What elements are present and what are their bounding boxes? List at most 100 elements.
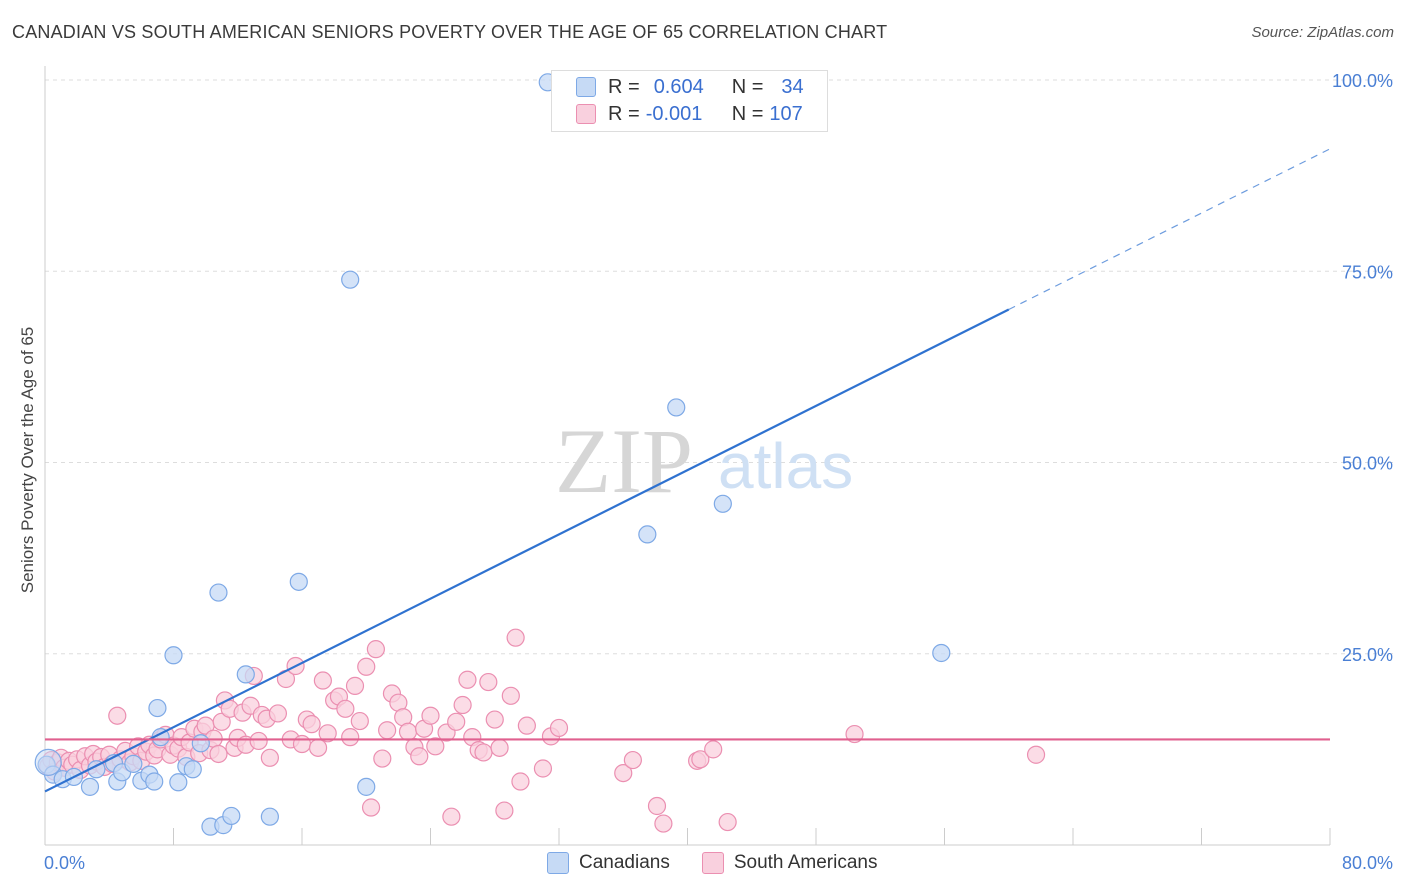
south-american-point — [421, 706, 440, 725]
south-american-point — [614, 763, 633, 783]
south-american-point — [378, 721, 397, 740]
y-axis-label: Seniors Poverty Over the Age of 65 — [18, 326, 37, 594]
legend-row-canadians: R = 0.604 N = 34 — [576, 74, 804, 100]
south-american-point — [654, 814, 673, 833]
correlation-legend: R = 0.604 N = 34 R = -0.001 N = 107 — [551, 70, 828, 132]
south-american-point — [704, 740, 723, 759]
south-american-point — [506, 628, 525, 647]
south-american-point — [533, 759, 553, 778]
canadian-point — [145, 772, 164, 791]
legend-swatch-canadians — [547, 852, 569, 874]
south-american-point — [410, 747, 429, 766]
south-american-point — [318, 724, 337, 743]
source-label: Source: ZipAtlas.com — [1251, 24, 1394, 41]
grid-lines — [45, 79, 1395, 655]
south-american-point — [453, 695, 472, 715]
south-american-point — [479, 672, 498, 692]
legend-r-value: 0.604 — [653, 75, 704, 98]
canadian-point — [341, 270, 360, 289]
y-tick-label: 50.0% — [1342, 454, 1393, 474]
south-american-point — [336, 699, 355, 718]
tick-labels: 25.0% 50.0% 75.0% 100.0% 0.0% 80.0% — [44, 71, 1393, 873]
canadian-point — [357, 777, 376, 796]
south-american-point — [249, 731, 268, 751]
south-american-point — [1026, 745, 1046, 764]
y-tick-label: 75.0% — [1342, 262, 1393, 282]
watermark-atlas: atlas — [718, 430, 853, 502]
south-american-point — [357, 657, 376, 676]
canadian-point — [209, 583, 228, 602]
legend-r-label: R = — [608, 75, 640, 98]
canadian-point — [191, 734, 210, 753]
legend-label-canadians: Canadians — [579, 852, 670, 873]
canadian-point — [222, 806, 241, 826]
axes — [44, 66, 1331, 846]
south-american-point — [366, 640, 385, 659]
south-americans-points — [39, 628, 1046, 833]
south-american-point — [361, 798, 381, 817]
legend-swatch-canadians — [576, 77, 596, 97]
y-tick-label: 100.0% — [1332, 71, 1393, 91]
canadian-point — [183, 760, 202, 779]
canadian-point — [148, 698, 167, 718]
south-american-point — [623, 750, 642, 770]
canadian-point-cluster — [34, 748, 62, 776]
south-american-point — [691, 750, 710, 769]
south-american-point — [501, 686, 520, 705]
south-american-point — [511, 772, 530, 791]
x-tick-label-max: 80.0% — [1342, 853, 1393, 873]
canadian-point — [164, 646, 183, 665]
canadian-point — [124, 754, 143, 774]
legend-n-value: 107 — [769, 102, 803, 125]
south-american-point — [260, 748, 279, 767]
south-american-point — [398, 722, 418, 741]
legend-swatch-south-americans — [576, 104, 596, 124]
south-american-point — [341, 728, 360, 747]
legend-r-label: R = — [608, 102, 640, 125]
canadian-point — [667, 398, 686, 417]
south-american-point — [292, 734, 312, 754]
trend-lines — [44, 148, 1331, 793]
watermark-zip: ZIP — [555, 410, 693, 512]
canadian-point — [80, 777, 100, 796]
legend-row-south-americans: R = -0.001 N = 107 — [576, 101, 803, 127]
canadian-point — [638, 525, 657, 544]
south-american-point — [647, 796, 667, 816]
canadians-trend-line — [44, 308, 1010, 793]
y-axis-label-wrap: Seniors Poverty Over the Age of 65 — [8, 300, 48, 620]
south-american-point — [209, 744, 228, 764]
south-american-point — [268, 704, 288, 723]
south-american-point — [426, 737, 445, 756]
south-american-point — [345, 676, 365, 695]
watermark: ZIP atlas — [555, 410, 853, 512]
y-tick-label: 25.0% — [1342, 645, 1393, 665]
south-american-point — [485, 710, 504, 729]
canadian-point — [260, 807, 279, 826]
canadian-point — [169, 773, 188, 792]
south-american-point — [313, 671, 332, 690]
chart-title: CANADIAN VS SOUTH AMERICAN SENIORS POVER… — [12, 22, 888, 42]
canadians-trend-extension — [1008, 148, 1331, 311]
x-tick-label-min: 0.0% — [44, 853, 85, 873]
canadian-point — [236, 665, 255, 684]
canadian-point — [713, 494, 732, 513]
legend-swatch-south-americans — [701, 852, 724, 874]
canadian-point — [289, 572, 308, 591]
series-legend: Canadians South Americans — [547, 852, 877, 874]
south-american-point — [495, 801, 514, 820]
legend-r-value: -0.001 — [645, 102, 703, 125]
south-american-point — [490, 738, 509, 757]
south-american-point — [517, 716, 536, 735]
south-american-point — [458, 670, 477, 689]
south-american-point — [442, 807, 461, 826]
south-american-point — [308, 738, 328, 757]
south-american-point — [212, 712, 231, 731]
south-american-point — [373, 749, 392, 768]
legend-label-south-americans: South Americans — [733, 852, 878, 873]
south-american-point — [447, 712, 466, 731]
south-american-point — [549, 718, 569, 738]
legend-n-value: 34 — [781, 75, 804, 98]
south-american-point — [108, 706, 127, 725]
legend-n-label: N = — [731, 102, 764, 125]
